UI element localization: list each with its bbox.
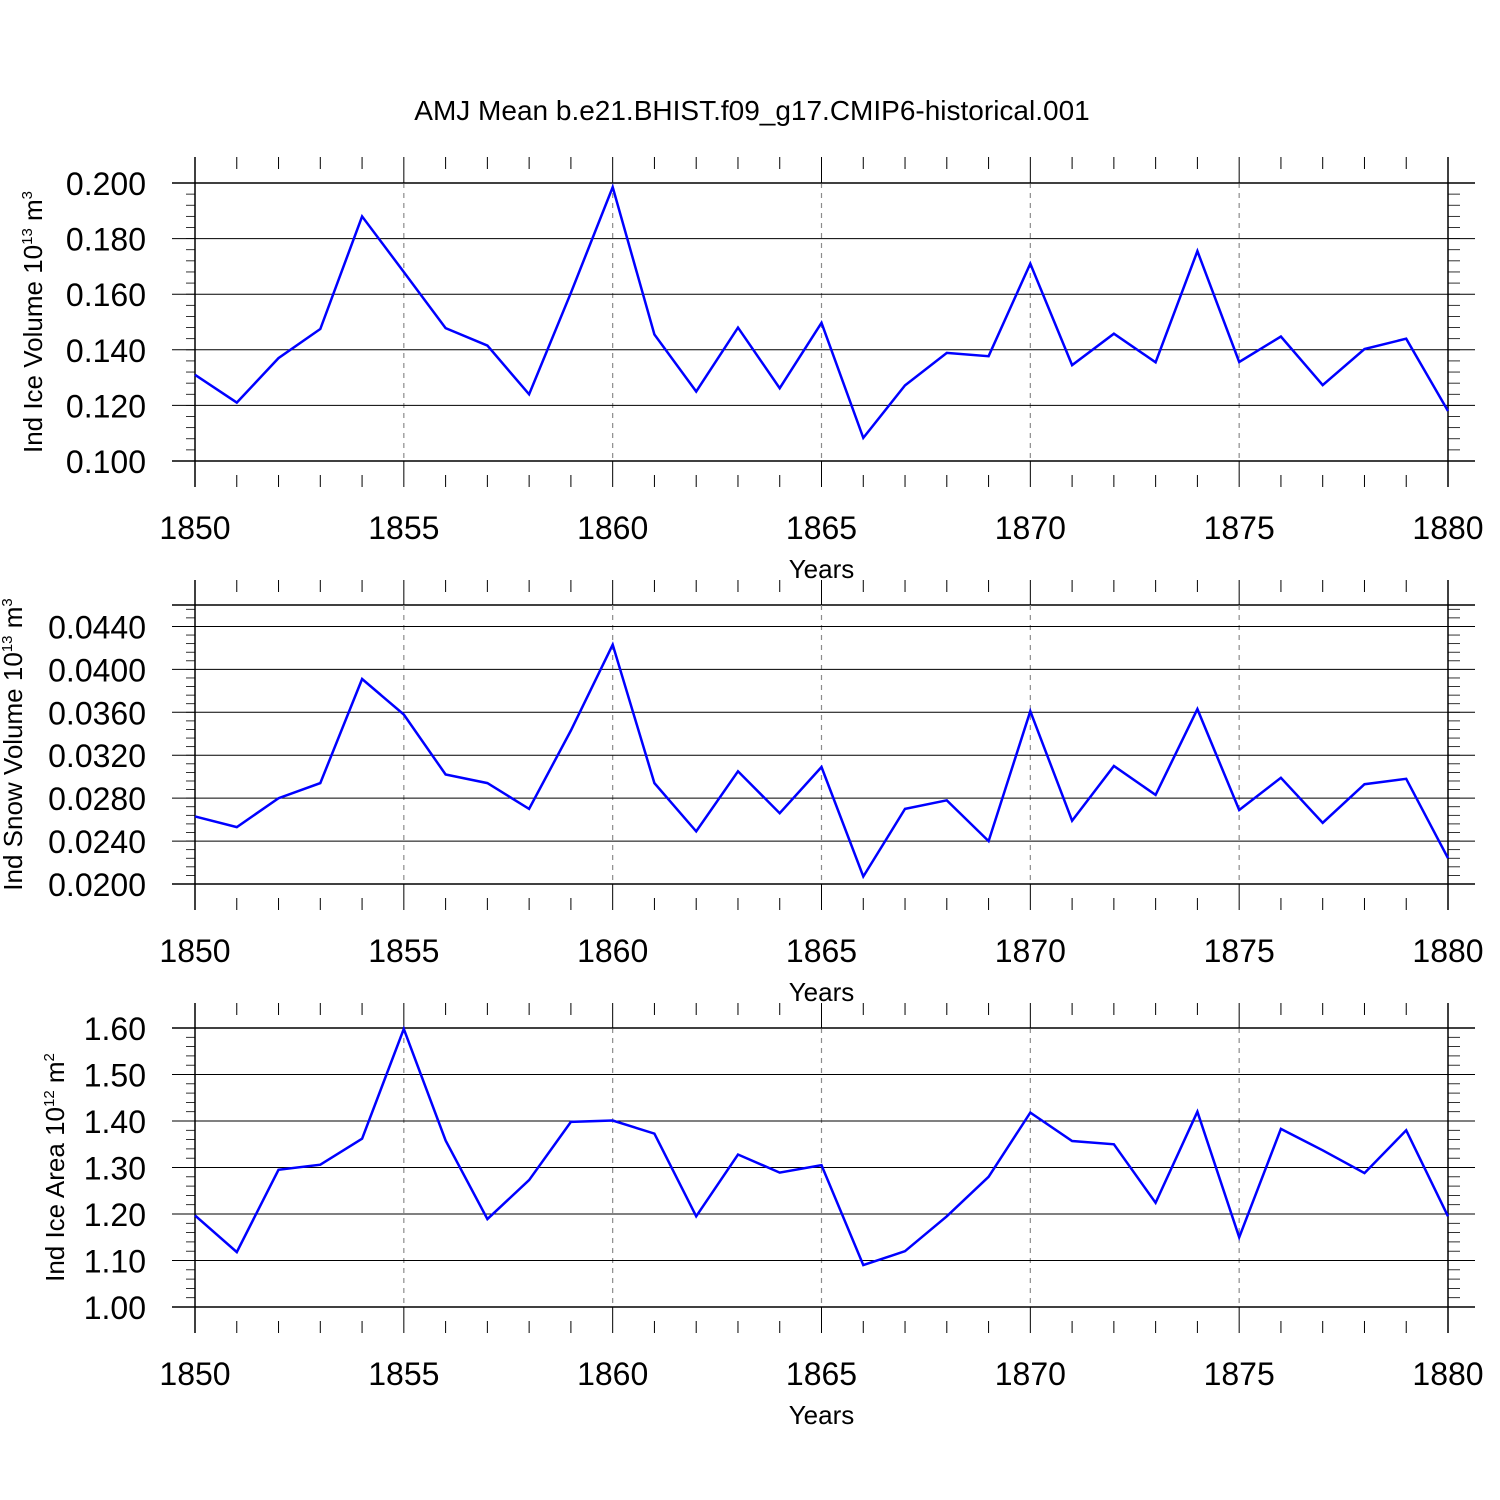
y-label-unit-exponent: 3 — [0, 598, 16, 606]
x-tick-label: 1855 — [368, 1356, 439, 1392]
chart-title: AMJ Mean b.e21.BHIST.f09_g17.CMIP6-histo… — [414, 95, 1089, 126]
y-axis-label: Ind Snow Volume 1013 m3 — [0, 598, 28, 890]
y-tick-label: 1.60 — [84, 1011, 146, 1047]
y-tick-label: 0.0320 — [48, 738, 146, 774]
y-tick-label: 0.140 — [66, 333, 146, 369]
panel-2: 1850 1855 1860 1865 1870 1875 1880 Years 0.0200 0… — [0, 580, 1484, 1007]
x-tick-label: 1870 — [995, 933, 1066, 969]
x-tick-label: 1850 — [159, 933, 230, 969]
series-line — [194, 183, 1450, 441]
panel-3: 1850 1855 1860 1865 1870 1875 1880 Years 1.00 1.1… — [40, 1003, 1484, 1430]
y-label-unit: m — [18, 199, 48, 228]
x-tick-label: 1865 — [786, 933, 857, 969]
x-tick-label: 1870 — [995, 510, 1066, 546]
y-label-exponent: 13 — [0, 636, 16, 653]
x-tick-label: 1870 — [995, 1356, 1066, 1392]
y-label-exponent: 13 — [19, 228, 36, 245]
x-tick-label: 1860 — [577, 933, 648, 969]
x-axis-label: Years — [789, 977, 855, 1007]
x-tick-label: 1855 — [368, 510, 439, 546]
y-label-unit: m — [0, 607, 28, 636]
y-tick-label: 1.40 — [84, 1104, 146, 1140]
y-tick-label: 0.120 — [66, 388, 146, 424]
x-tick-label: 1880 — [1412, 1356, 1483, 1392]
panel-1: 1850 1855 1860 1865 1870 1875 1880 Years 0.100 0.… — [18, 157, 1484, 584]
x-tick-label: 1880 — [1412, 510, 1483, 546]
x-tick-label: 1880 — [1412, 933, 1483, 969]
x-tick-label: 1875 — [1204, 1356, 1275, 1392]
x-tick-label: 1850 — [159, 510, 230, 546]
y-tick-label: 0.200 — [66, 166, 146, 202]
y-tick-label: 1.00 — [84, 1290, 146, 1326]
y-tick-label: 0.160 — [66, 277, 146, 313]
x-tick-label: 1865 — [786, 1356, 857, 1392]
y-tick-label: 1.10 — [84, 1244, 146, 1280]
y-tick-label: 0.0440 — [48, 609, 146, 645]
y-tick-label: 1.20 — [84, 1197, 146, 1233]
y-label-text: Ind Ice Area 10 — [40, 1107, 70, 1282]
y-tick-label: 0.0200 — [48, 867, 146, 903]
y-label-text: Ind Snow Volume 10 — [0, 652, 28, 891]
x-tick-label: 1860 — [577, 510, 648, 546]
y-tick-label: 1.30 — [84, 1151, 146, 1187]
y-tick-label: 0.100 — [66, 444, 146, 480]
y-axis-label: Ind Ice Area 1012 m2 — [40, 1053, 70, 1282]
y-label-text: Ind Ice Volume 10 — [18, 245, 48, 453]
panels: 1850 1855 1860 1865 1870 1875 1880 Years 0.100 0.… — [0, 157, 1484, 1430]
x-axis-label: Years — [789, 554, 855, 584]
series-line — [194, 641, 1450, 880]
y-label-unit-exponent: 2 — [41, 1053, 58, 1061]
x-tick-label: 1860 — [577, 1356, 648, 1392]
y-tick-label: 0.0280 — [48, 781, 146, 817]
y-axis-label: Ind Ice Volume 1013 m3 — [18, 191, 48, 453]
y-tick-label: 1.50 — [84, 1058, 146, 1094]
y-tick-label: 0.0360 — [48, 695, 146, 731]
y-label-unit: m — [40, 1061, 70, 1090]
y-tick-label: 0.180 — [66, 222, 146, 258]
y-label-unit-exponent: 3 — [19, 191, 36, 199]
y-tick-label: 0.0240 — [48, 824, 146, 860]
x-tick-label: 1865 — [786, 510, 857, 546]
series-line — [194, 1025, 1450, 1267]
x-tick-label: 1855 — [368, 933, 439, 969]
x-tick-label: 1875 — [1204, 933, 1275, 969]
x-axis-label: Years — [789, 1400, 855, 1430]
x-tick-label: 1875 — [1204, 510, 1275, 546]
y-label-exponent: 12 — [41, 1090, 58, 1107]
y-tick-label: 0.0400 — [48, 652, 146, 688]
x-tick-label: 1850 — [159, 1356, 230, 1392]
